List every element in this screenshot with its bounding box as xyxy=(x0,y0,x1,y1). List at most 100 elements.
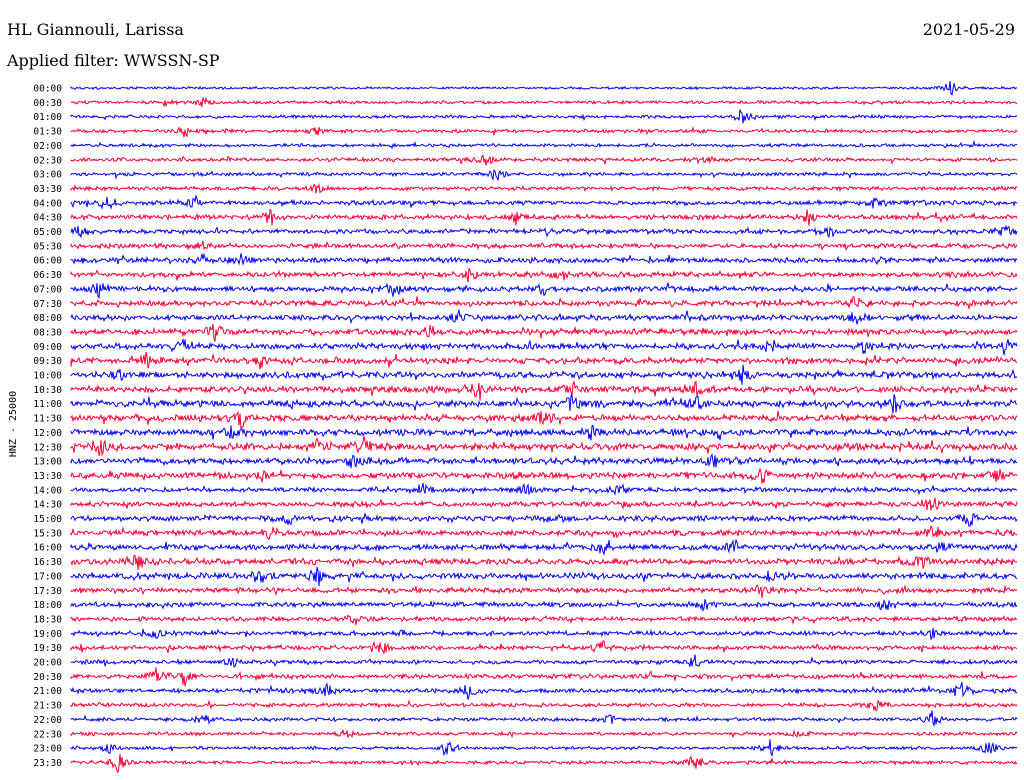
trace-line xyxy=(70,126,1018,138)
trace-line xyxy=(70,208,1018,226)
trace-line xyxy=(70,566,1018,587)
trace-line xyxy=(70,81,1018,96)
row-time-label: 00:30 xyxy=(33,98,62,109)
trace-line xyxy=(70,240,1018,251)
trace-line xyxy=(70,308,1018,325)
row-time-label: 04:00 xyxy=(33,198,62,209)
trace-line xyxy=(70,351,1017,370)
trace-line xyxy=(70,699,1018,712)
row-time-label: 22:30 xyxy=(33,729,62,740)
station-title: HL Giannouli, Larissa xyxy=(7,20,184,39)
trace-line xyxy=(70,338,1018,356)
filter-subtitle: Applied filter: WWSSN-SP xyxy=(7,51,220,70)
trace-line xyxy=(70,453,1018,469)
trace-line xyxy=(70,729,1018,739)
row-time-label: 02:30 xyxy=(33,155,62,166)
row-time-label: 18:30 xyxy=(33,614,62,625)
y-axis-label-group: HNZ - 25000 xyxy=(8,391,19,457)
row-time-label: 09:00 xyxy=(33,342,62,353)
trace-line xyxy=(70,627,1018,641)
row-time-label: 19:30 xyxy=(33,643,62,654)
row-time-label: 08:30 xyxy=(33,327,62,338)
row-time-label: 10:00 xyxy=(33,371,62,382)
trace-line xyxy=(70,584,1018,599)
trace-line xyxy=(70,525,1018,541)
trace-line xyxy=(70,681,1018,700)
row-time-label: 09:30 xyxy=(33,356,62,367)
row-time-label: 07:30 xyxy=(33,299,62,310)
row-time-label: 21:00 xyxy=(33,686,62,697)
row-time-label: 23:30 xyxy=(33,758,62,769)
trace-line xyxy=(70,296,1018,310)
trace-line xyxy=(70,739,1018,757)
row-time-label: 04:30 xyxy=(33,213,62,224)
trace-line xyxy=(70,252,1018,266)
trace-line xyxy=(70,753,1018,774)
trace-line xyxy=(70,467,1018,484)
row-time-label: 06:00 xyxy=(33,256,62,267)
row-time-label: 12:00 xyxy=(33,428,62,439)
row-time-label: 13:00 xyxy=(33,457,62,468)
trace-line xyxy=(70,139,1018,150)
row-time-label: 02:00 xyxy=(33,141,62,152)
row-time-label: 15:30 xyxy=(33,528,62,539)
row-time-label: 17:30 xyxy=(33,586,62,597)
trace-line xyxy=(70,482,1018,496)
trace-line xyxy=(70,497,1018,511)
trace-line xyxy=(70,323,1018,342)
trace-line xyxy=(70,710,1018,728)
trace-line xyxy=(70,614,1018,626)
row-time-label: 23:00 xyxy=(33,744,62,755)
trace-line xyxy=(70,194,1018,210)
trace-line xyxy=(70,424,1018,441)
trace-rows: 00:00 00:30 01:00 01:30 02:00 02:30 03:00 03:30… xyxy=(33,81,1018,774)
trace-line xyxy=(70,513,1018,527)
row-time-label: 05:00 xyxy=(33,227,62,238)
trace-line xyxy=(70,410,1018,430)
trace-line xyxy=(70,599,1018,612)
trace-line xyxy=(70,640,1018,654)
trace-line xyxy=(70,654,1018,668)
row-time-label: 16:00 xyxy=(33,543,62,554)
row-time-label: 15:00 xyxy=(33,514,62,525)
trace-line xyxy=(70,380,1018,401)
row-time-label: 11:00 xyxy=(33,399,62,410)
trace-line xyxy=(70,667,1018,687)
row-time-label: 05:30 xyxy=(33,241,62,252)
record-date: 2021-05-29 xyxy=(922,20,1015,39)
trace-line xyxy=(70,182,1018,194)
row-time-label: 10:30 xyxy=(33,385,62,396)
y-axis-label: HNZ - 25000 xyxy=(8,391,19,457)
trace-line xyxy=(70,282,1018,299)
trace-line xyxy=(70,96,1018,108)
row-time-label: 13:30 xyxy=(33,471,62,482)
trace-line xyxy=(70,394,1018,414)
row-time-label: 18:00 xyxy=(33,600,62,611)
row-time-label: 16:30 xyxy=(33,557,62,568)
trace-line xyxy=(70,364,1018,385)
trace-line xyxy=(70,154,1018,166)
trace-line xyxy=(70,169,1018,181)
row-time-label: 17:00 xyxy=(33,571,62,582)
row-time-label: 20:00 xyxy=(33,658,62,669)
row-time-label: 00:00 xyxy=(33,84,62,95)
row-time-label: 01:00 xyxy=(33,112,62,123)
trace-line xyxy=(70,538,1018,556)
row-time-label: 07:00 xyxy=(33,284,62,295)
trace-line xyxy=(70,267,1018,283)
row-time-label: 22:00 xyxy=(33,715,62,726)
row-time-label: 12:30 xyxy=(33,442,62,453)
trace-line xyxy=(70,224,1018,239)
row-time-label: 03:00 xyxy=(33,170,62,181)
row-time-label: 19:00 xyxy=(33,629,62,640)
row-time-label: 14:30 xyxy=(33,500,62,511)
row-time-label: 21:30 xyxy=(33,701,62,712)
row-time-label: 06:30 xyxy=(33,270,62,281)
trace-line xyxy=(70,109,1018,124)
row-time-label: 20:30 xyxy=(33,672,62,683)
row-time-label: 08:00 xyxy=(33,313,62,324)
trace-line xyxy=(70,555,1018,571)
trace-line xyxy=(70,435,1018,457)
row-time-label: 01:30 xyxy=(33,127,62,138)
